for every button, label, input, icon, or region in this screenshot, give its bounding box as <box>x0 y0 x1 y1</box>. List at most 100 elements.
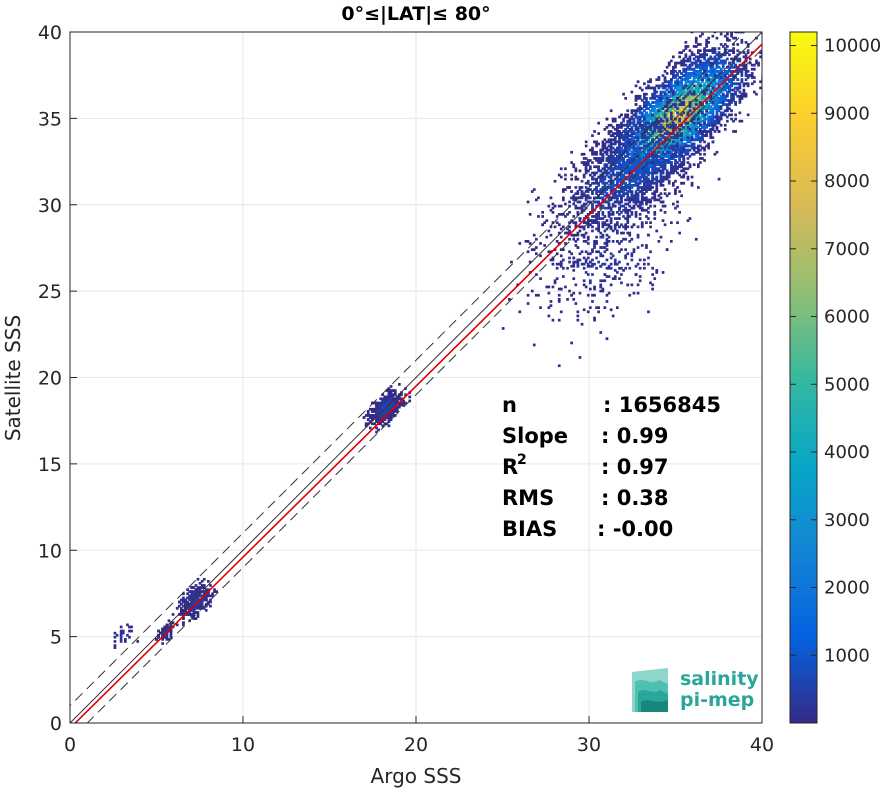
heatmap-cell <box>574 192 578 195</box>
heatmap-cell <box>719 123 723 127</box>
heatmap-cell <box>703 74 706 77</box>
heatmap-cell <box>736 82 740 86</box>
heatmap-cell <box>661 115 665 119</box>
heatmap-cell <box>655 111 659 115</box>
heatmap-cell <box>703 65 706 69</box>
heatmap-cell <box>707 88 710 92</box>
heatmap-cell <box>688 76 692 79</box>
heatmap-cell <box>628 165 632 169</box>
heatmap-cell <box>634 200 638 204</box>
heatmap-cell <box>611 171 615 175</box>
heatmap-cell <box>605 157 609 160</box>
heatmap-cell <box>649 132 652 135</box>
heatmap-cell <box>632 173 636 177</box>
heatmap-cell <box>670 90 673 94</box>
heatmap-cell <box>653 211 657 214</box>
heatmap-cell <box>692 61 696 65</box>
heatmap-cell <box>684 119 688 123</box>
heatmap-cell <box>746 82 750 86</box>
heatmap-cell <box>676 109 679 113</box>
heatmap-cell <box>674 94 677 98</box>
heatmap-cell <box>597 161 600 164</box>
heatmap-cell <box>620 159 623 162</box>
heatmap-cell <box>703 130 706 133</box>
heatmap-cell <box>632 150 636 154</box>
heatmap-cell <box>647 128 650 131</box>
heatmap-cell <box>750 74 754 77</box>
heatmap-cell <box>713 121 717 125</box>
heatmap-cell <box>694 86 698 90</box>
heatmap-cell <box>672 117 675 121</box>
heatmap-cell <box>670 165 673 169</box>
heatmap-cell <box>643 142 646 146</box>
heatmap-cell <box>663 84 667 88</box>
heatmap-cell <box>686 152 690 156</box>
heatmap-cell <box>694 61 698 65</box>
heatmap-cell <box>622 148 625 152</box>
heatmap-cell <box>603 200 607 204</box>
heatmap-cell <box>721 65 725 69</box>
heatmap-cell <box>667 159 671 162</box>
heatmap-cell <box>670 82 673 86</box>
heatmap-cell <box>719 99 723 102</box>
heatmap-cell <box>744 78 748 81</box>
heatmap-cell <box>584 163 588 166</box>
heatmap-cell <box>719 74 723 77</box>
heatmap-cell <box>651 142 654 146</box>
heatmap-cell <box>728 53 731 57</box>
heatmap-cell <box>699 157 702 160</box>
heatmap-cell <box>690 74 694 77</box>
heatmap-cell <box>632 142 636 146</box>
heatmap-cell <box>605 140 609 144</box>
heatmap-cell <box>624 223 627 227</box>
heatmap-cell <box>694 121 698 125</box>
heatmap-cell <box>684 90 688 94</box>
heatmap-cell <box>678 138 681 142</box>
heatmap-cell <box>757 63 760 67</box>
heatmap-cell <box>719 78 723 81</box>
heatmap-cell <box>562 190 565 193</box>
heatmap-cell <box>595 150 598 154</box>
heatmap-cell <box>672 115 675 119</box>
heatmap-cell <box>630 144 634 148</box>
heatmap-cell <box>717 115 721 119</box>
heatmap-cell <box>630 138 634 142</box>
heatmap-cell <box>697 55 700 59</box>
heatmap-cell <box>709 134 713 137</box>
heatmap-cell <box>678 103 681 106</box>
heatmap-cell <box>707 97 710 100</box>
heatmap-cell <box>699 128 702 131</box>
heatmap-cell <box>601 254 605 258</box>
heatmap-cell <box>692 72 696 75</box>
heatmap-cell <box>697 101 700 104</box>
heatmap-cell <box>682 138 686 142</box>
heatmap-cell <box>692 130 696 133</box>
heatmap-cell <box>659 105 663 108</box>
heatmap-cell <box>528 242 532 245</box>
heatmap-cell <box>647 211 650 214</box>
heatmap-cell <box>667 171 671 175</box>
heatmap-cell <box>616 194 619 198</box>
heatmap-cell <box>640 152 644 156</box>
heatmap-cell <box>651 109 654 113</box>
heatmap-cell <box>651 126 654 129</box>
heatmap-cell <box>559 227 563 231</box>
heatmap-cell <box>655 184 659 187</box>
heatmap-cell <box>713 49 717 52</box>
heatmap-cell <box>723 109 727 113</box>
heatmap-cell <box>705 126 708 129</box>
heatmap-cell <box>605 146 609 150</box>
heatmap-cell <box>599 152 603 156</box>
heatmap-cell <box>651 171 654 175</box>
heatmap-cell <box>630 117 634 121</box>
heatmap-cell <box>734 63 737 67</box>
heatmap-cell <box>682 161 686 164</box>
heatmap-cell <box>723 113 727 117</box>
heatmap-cell <box>603 163 607 166</box>
heatmap-cell <box>694 138 698 142</box>
heatmap-cell <box>584 194 588 198</box>
heatmap-cell <box>674 105 677 108</box>
heatmap-cell <box>715 70 719 73</box>
heatmap-cell <box>703 94 706 98</box>
heatmap-cell <box>672 99 675 102</box>
